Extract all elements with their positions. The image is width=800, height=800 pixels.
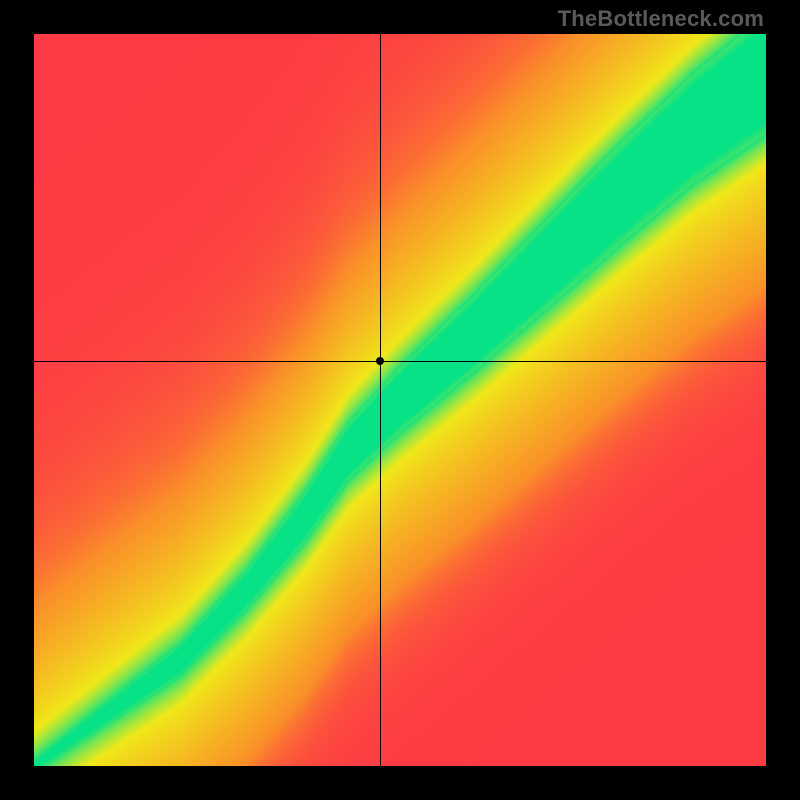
crosshair-marker bbox=[376, 357, 384, 365]
heatmap-canvas bbox=[34, 34, 766, 766]
heatmap-plot bbox=[34, 34, 766, 766]
crosshair-vertical bbox=[380, 34, 381, 766]
watermark-label: TheBottleneck.com bbox=[558, 6, 764, 32]
crosshair-horizontal bbox=[34, 361, 766, 362]
